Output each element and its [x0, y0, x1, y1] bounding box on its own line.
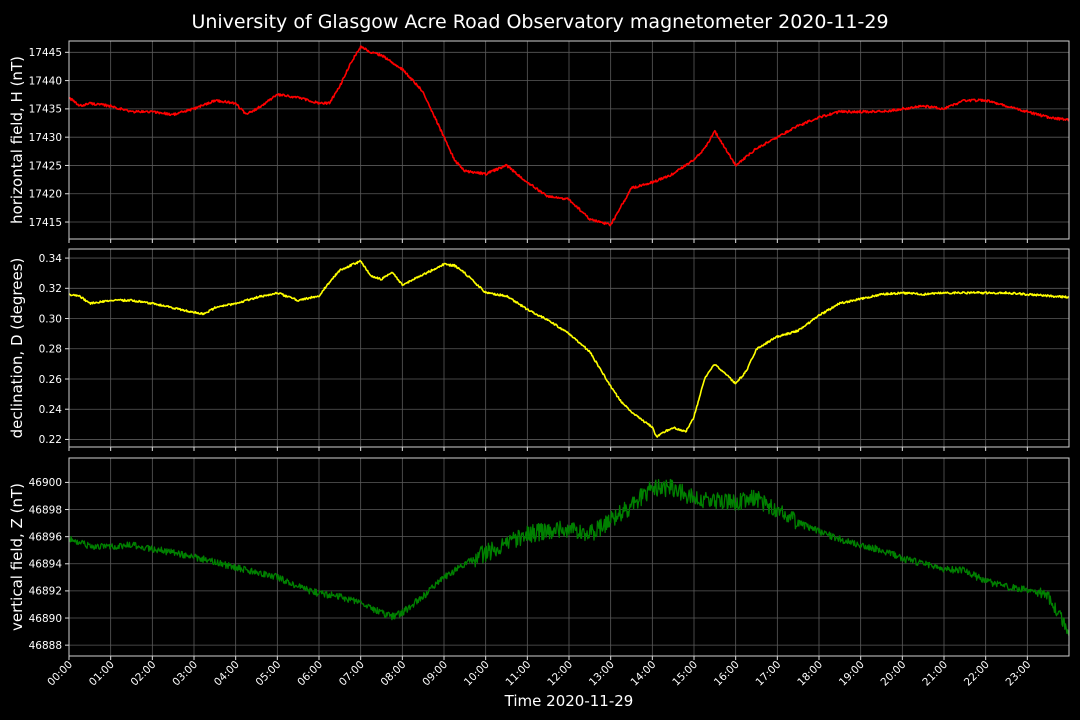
vertical-field-y-tick-label: 46892 [29, 586, 62, 598]
chart-title: University of Glasgow Acre Road Observat… [191, 11, 888, 33]
x-tick-label: 03:00 [170, 659, 200, 689]
x-tick-label: 14:00 [629, 659, 659, 689]
horizontal-field-y-tick-label: 17415 [29, 217, 62, 229]
x-tick-label: 09:00 [420, 659, 450, 689]
declination-frame [68, 248, 1070, 448]
x-tick-label: 23:00 [1004, 659, 1034, 689]
vertical-field-y-tick-label: 46894 [29, 559, 63, 571]
declination-y-tick-label: 0.30 [39, 313, 62, 325]
horizontal-field-y-tick-label: 17425 [29, 160, 62, 172]
x-tick-label: 02:00 [129, 659, 159, 689]
declination-y-tick-label: 0.22 [39, 434, 62, 446]
vertical-field-frame [68, 457, 1070, 657]
x-tick-label: 06:00 [295, 659, 325, 689]
declination-y-tick-label: 0.28 [39, 344, 62, 356]
declination-y-axis-label: declination, D (degrees) [8, 258, 26, 439]
declination-panel: 0.22 0.24 0.26 0.28 0.30 0.32 0.34 declination,… [8, 248, 1070, 451]
x-tick-label: 04:00 [212, 659, 242, 689]
x-tick-label: 21:00 [920, 659, 950, 689]
vertical-field-y-tick-label: 46888 [29, 640, 62, 652]
x-tick-label: 15:00 [670, 659, 700, 689]
x-tick-labels: 00:00 01:00 02:00 03:00 04:00 05:00 06:00 07:00… [45, 659, 1033, 689]
horizontal-field-y-tick-label: 17420 [29, 189, 62, 201]
x-tick-label: 12:00 [545, 659, 575, 689]
chart-panels: 17415 17420 17425 17430 17435 17440 17445horiz… [8, 40, 1070, 689]
x-tick-label: 13:00 [587, 659, 617, 689]
declination-y-tick-label: 0.34 [39, 253, 63, 265]
horizontal-field-y-tick-label: 17430 [29, 132, 62, 144]
declination-y-tick-label: 0.26 [39, 374, 63, 386]
x-axis-label: Time 2020-11-29 [504, 692, 634, 710]
x-tick-label: 22:00 [962, 659, 992, 689]
vertical-field-y-tick-label: 46896 [29, 531, 63, 543]
vertical-field-series-line [68, 478, 1070, 636]
x-tick-label: 01:00 [87, 659, 117, 689]
vertical-field-y-tick-label: 46890 [29, 613, 62, 625]
vertical-field-y-tick-label: 46900 [29, 477, 62, 489]
x-tick-label: 08:00 [379, 659, 409, 689]
vertical-field-panel: 46888 46890 46892 46894 46896 46898 46900verti… [8, 457, 1070, 660]
declination-y-tick-label: 0.24 [39, 404, 63, 416]
x-tick-label: 20:00 [879, 659, 909, 689]
x-tick-label: 07:00 [337, 659, 367, 689]
horizontal-field-y-tick-label: 17440 [29, 75, 62, 87]
x-tick-label: 10:00 [462, 659, 492, 689]
x-tick-label: 16:00 [712, 659, 742, 689]
x-tick-label: 17:00 [754, 659, 784, 689]
declination-series-line [68, 259, 1070, 438]
x-tick-label: 05:00 [254, 659, 284, 689]
x-tick-label: 18:00 [795, 659, 825, 689]
horizontal-field-y-tick-label: 17435 [29, 104, 62, 116]
x-tick-label: 00:00 [45, 659, 75, 689]
declination-y-tick-label: 0.32 [39, 283, 62, 295]
horizontal-field-frame [68, 40, 1070, 240]
horizontal-field-panel: 17415 17420 17425 17430 17435 17440 17445horiz… [8, 40, 1070, 243]
vertical-field-y-tick-label: 46898 [29, 504, 62, 516]
horizontal-field-series-line [68, 45, 1070, 227]
horizontal-field-y-tick-label: 17445 [29, 47, 62, 59]
vertical-field-y-axis-label: vertical field, Z (nT) [8, 483, 26, 631]
x-tick-label: 11:00 [504, 659, 534, 689]
horizontal-field-y-axis-label: horizontal field, H (nT) [8, 56, 26, 224]
x-tick-label: 19:00 [837, 659, 867, 689]
